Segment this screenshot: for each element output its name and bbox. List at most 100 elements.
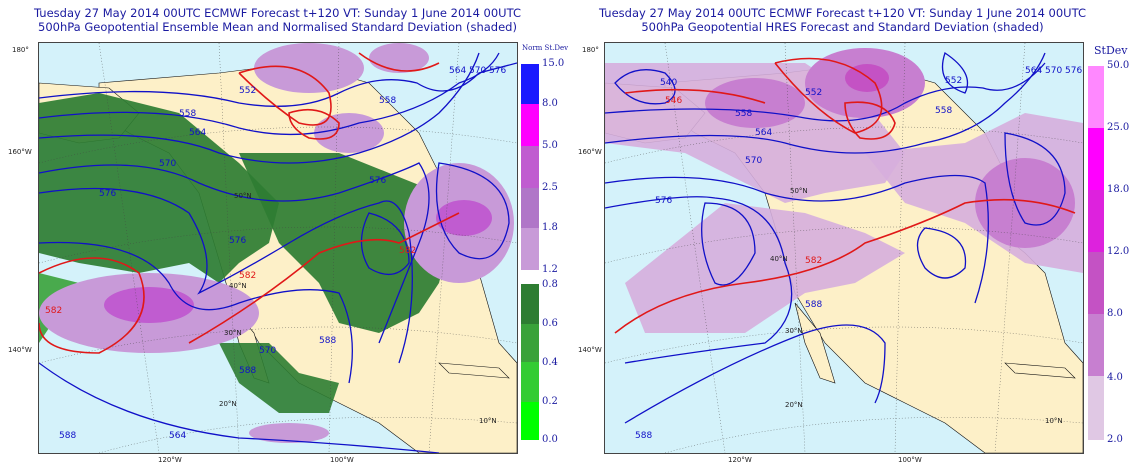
- left-cb-tick: 0.0: [542, 434, 558, 445]
- contour-label: 588: [635, 431, 652, 441]
- contour-label: 576: [369, 176, 386, 186]
- red-contours: [39, 52, 460, 354]
- right-cb-tick: 4.0: [1107, 372, 1123, 383]
- left-cb-tick: 0.8: [542, 279, 558, 290]
- purple-shade-7: [369, 43, 429, 73]
- left-title-line1: Tuesday 27 May 2014 00UTC ECMWF Forecast…: [34, 6, 521, 20]
- contour-label: 564: [755, 128, 772, 138]
- left-colorbar-upper: [521, 64, 539, 270]
- contour-label: 558: [935, 106, 952, 116]
- lat-labels: 50°N 40°N 30°N 20°N 10°N: [770, 187, 1063, 425]
- svg-text:30°N: 30°N: [785, 327, 803, 335]
- colorbar-swatch: [521, 188, 539, 228]
- left-cb-tick: 1.8: [542, 222, 558, 233]
- purple-shade-6: [254, 43, 364, 93]
- right-colorbar-title: StDev: [1094, 44, 1128, 57]
- green-shade-1: [39, 93, 279, 283]
- left-cb-tick: 5.0: [542, 140, 558, 151]
- left-map: 552 558 564 570 576 582 588 582 576 570 …: [38, 42, 518, 454]
- left-cb-tick: 0.6: [542, 318, 558, 329]
- graticule: [605, 43, 1083, 453]
- contour-label: 564: [169, 431, 186, 441]
- left-lon-label-160w: 160°W: [8, 148, 32, 156]
- contour-label: 576: [99, 189, 116, 199]
- contour-label: 576: [489, 66, 506, 76]
- contour-label: 570: [469, 66, 486, 76]
- contour-label: 582: [805, 256, 822, 266]
- left-title-line2: 500hPa Geopotential Ensemble Mean and No…: [38, 20, 517, 34]
- contour-label: 582: [239, 271, 256, 281]
- green-shade-3: [219, 343, 339, 413]
- right-lon-label-120w: 120°W: [728, 456, 752, 464]
- purple-shade-8: [249, 423, 329, 443]
- shade-mid-3: [705, 78, 805, 128]
- purple-shade-4: [104, 287, 194, 323]
- right-cb-tick: 2.0: [1107, 434, 1123, 445]
- colorbar-swatch: [521, 284, 539, 324]
- contour-labels: 552 558 564 570 576 582 588 582 576 570 …: [45, 66, 506, 441]
- blue-contours: [39, 52, 517, 453]
- shade-light-2: [625, 203, 905, 333]
- contour-label: 588: [239, 366, 256, 376]
- land-cuba: [1004, 362, 1076, 379]
- left-lon-label-100w: 100°W: [330, 456, 354, 464]
- right-lon-label-180: 180°: [582, 46, 599, 54]
- contour-label: 588: [319, 336, 336, 346]
- land-cuba: [438, 362, 510, 379]
- contour-label: 564: [1025, 66, 1042, 76]
- right-title-line2: 500hPa Geopotential HRES Forecast and St…: [641, 20, 1044, 34]
- contour-label: 588: [59, 431, 76, 441]
- left-map-canvas: 552 558 564 570 576 582 588 582 576 570 …: [39, 43, 517, 453]
- contour-label: 576: [1065, 66, 1082, 76]
- svg-text:20°N: 20°N: [785, 401, 803, 409]
- svg-text:40°N: 40°N: [770, 255, 788, 263]
- contour-label: 552: [945, 76, 962, 86]
- contour-label: 570: [1045, 66, 1062, 76]
- colorbar-swatch: [521, 104, 539, 146]
- colorbar-swatch: [1088, 314, 1104, 376]
- right-lon-label-140w: 140°W: [578, 346, 602, 354]
- colorbar-swatch: [1088, 190, 1104, 252]
- purple-shade-5: [314, 113, 384, 153]
- contour-label: 558: [735, 109, 752, 119]
- colorbar-swatch: [1088, 252, 1104, 314]
- green-shade-2: [239, 153, 449, 333]
- shade-high-1: [845, 64, 889, 92]
- right-map: 540 546 552 558 564 570 576 582 588 588 …: [604, 42, 1084, 454]
- left-colorbar-title: Norm St.Dev: [522, 44, 569, 52]
- blue-contours: [605, 51, 1066, 424]
- left-cb-tick: 0.2: [542, 396, 558, 407]
- contour-labels: 540 546 552 558 564 570 576 582 588 588 …: [635, 66, 1082, 441]
- contour-label: 552: [239, 86, 256, 96]
- left-lon-label-140w: 140°W: [8, 346, 32, 354]
- right-cb-tick: 8.0: [1107, 308, 1123, 319]
- contour-label: 564: [189, 128, 206, 138]
- colorbar-swatch: [521, 228, 539, 270]
- right-map-canvas: 540 546 552 558 564 570 576 582 588 588 …: [605, 43, 1083, 453]
- contour-label: 570: [159, 159, 176, 169]
- left-cb-tick: 2.5: [542, 182, 558, 193]
- colorbar-swatch: [1088, 128, 1104, 190]
- right-cb-tick: 25.0: [1107, 122, 1130, 133]
- svg-text:40°N: 40°N: [229, 282, 247, 290]
- left-cb-tick: 8.0: [542, 98, 558, 109]
- left-colorbar-lower: [521, 284, 539, 440]
- left-lon-label-120w: 120°W: [158, 456, 182, 464]
- right-lon-label-160w: 160°W: [578, 148, 602, 156]
- contour-label: 558: [379, 96, 396, 106]
- svg-text:50°N: 50°N: [234, 192, 252, 200]
- right-cb-tick: 12.0: [1107, 246, 1130, 257]
- land-baja: [794, 302, 836, 384]
- svg-text:50°N: 50°N: [790, 187, 808, 195]
- lat-labels: 50°N 40°N 30°N 20°N 10°N: [219, 192, 497, 425]
- graticule: [39, 43, 517, 453]
- colorbar-swatch: [1088, 66, 1104, 128]
- svg-text:20°N: 20°N: [219, 400, 237, 408]
- left-lon-label-180: 180°: [12, 46, 29, 54]
- colorbar-swatch: [521, 64, 539, 104]
- left-cb-tick: 0.4: [542, 357, 558, 368]
- colorbar-swatch: [521, 146, 539, 188]
- contour-label: 564: [449, 66, 466, 76]
- contour-label: 582: [45, 306, 62, 316]
- colorbar-swatch: [1088, 376, 1104, 440]
